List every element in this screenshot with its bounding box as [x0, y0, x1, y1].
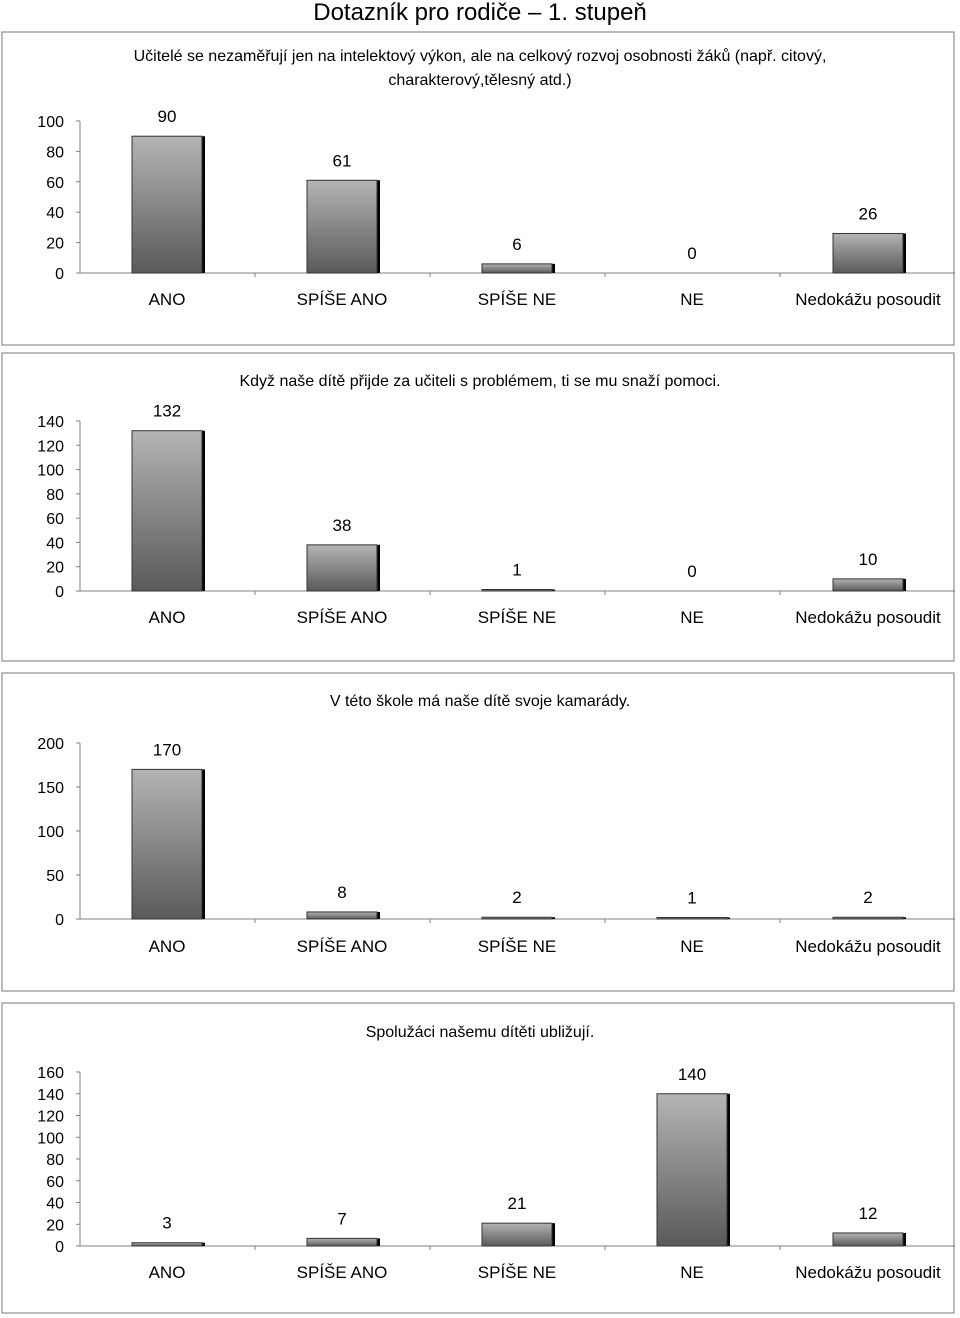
chart-1: Učitelé se nezaměřují jen na intelektový… — [1, 31, 955, 346]
value-label: 10 — [859, 550, 878, 569]
bar — [832, 916, 904, 920]
y-tick-label: 120 — [37, 1109, 64, 1126]
bar — [131, 135, 203, 274]
chart-title: Učitelé se nezaměřují jen na intelektový… — [134, 47, 827, 65]
value-label: 132 — [153, 402, 181, 421]
category-label: Nedokážu posoudit — [795, 937, 941, 956]
bar — [306, 911, 378, 920]
value-label: 38 — [333, 516, 352, 535]
bar — [656, 1093, 728, 1247]
value-label: 8 — [337, 883, 346, 902]
y-tick-label: 0 — [55, 266, 64, 283]
value-label: 140 — [678, 1065, 706, 1084]
chart-4: Spolužáci našemu dítěti ubližují. 0 20 40 60… — [1, 1002, 955, 1314]
value-label: 3 — [162, 1214, 171, 1233]
y-tick-label: 100 — [37, 114, 64, 131]
value-label: 0 — [687, 562, 696, 581]
value-label: 170 — [153, 740, 181, 759]
bar — [832, 1232, 904, 1247]
chart-title-line2: charakterový,tělesný atd.) — [388, 72, 571, 89]
y-tick-label: 40 — [46, 535, 64, 552]
y-tick-label: 40 — [46, 205, 64, 222]
bar — [131, 430, 203, 592]
chart-title: Spolužáci našemu dítěti ubližují. — [366, 1024, 595, 1041]
category-label: SPÍŠE ANO — [297, 937, 388, 956]
value-label: 12 — [859, 1204, 878, 1223]
chart-title: V této škole má naše dítě svoje kamarády… — [330, 693, 630, 710]
value-label: 1 — [512, 561, 521, 580]
category-label: NE — [680, 937, 704, 956]
y-tick-label: 0 — [55, 1239, 64, 1256]
category-label: SPÍŠE ANO — [297, 608, 388, 627]
category-label: Nedokážu posoudit — [795, 1263, 941, 1282]
y-tick-label: 150 — [37, 780, 64, 797]
category-label: SPÍŠE ANO — [297, 290, 388, 309]
bar — [832, 232, 904, 274]
bar — [832, 578, 904, 592]
category-label: Nedokážu posoudit — [795, 290, 941, 309]
y-tick-label: 0 — [55, 912, 64, 929]
value-label: 1 — [687, 889, 696, 908]
bar — [481, 263, 553, 274]
chart-3: V této škole má naše dítě svoje kamarády… — [1, 672, 955, 992]
category-label: SPÍŠE NE — [478, 290, 556, 309]
y-tick-label: 100 — [37, 824, 64, 841]
y-tick-label: 140 — [37, 1087, 64, 1104]
y-tick-label: 20 — [46, 236, 64, 253]
category-label: SPÍŠE NE — [478, 937, 556, 956]
value-label: 26 — [859, 204, 878, 223]
category-label: SPÍŠE NE — [478, 1263, 556, 1282]
category-label: NE — [680, 608, 704, 627]
y-tick-label: 60 — [46, 511, 64, 528]
y-tick-label: 200 — [37, 736, 64, 753]
bar — [481, 589, 553, 592]
y-tick-label: 60 — [46, 175, 64, 192]
category-label: NE — [680, 290, 704, 309]
y-tick-label: 120 — [37, 438, 64, 455]
category-label: ANO — [149, 937, 186, 956]
category-label: SPÍŠE NE — [478, 608, 556, 627]
category-label: SPÍŠE ANO — [297, 1263, 388, 1282]
y-tick-label: 60 — [46, 1174, 64, 1191]
value-label: 21 — [508, 1194, 527, 1213]
bar — [481, 916, 553, 920]
y-tick-label: 140 — [37, 414, 64, 431]
y-tick-label: 80 — [46, 1152, 64, 1169]
bar — [306, 179, 378, 274]
chart-2: Když naše dítě přijde za učiteli s probl… — [1, 352, 955, 662]
value-label: 2 — [512, 888, 521, 907]
value-label: 2 — [863, 888, 872, 907]
y-tick-label: 40 — [46, 1196, 64, 1213]
y-tick-label: 160 — [37, 1065, 64, 1082]
y-tick-label: 20 — [46, 560, 64, 577]
value-label: 61 — [333, 151, 352, 170]
bar — [306, 1237, 378, 1247]
value-label: 7 — [337, 1209, 346, 1228]
bar — [131, 768, 203, 920]
y-tick-label: 0 — [55, 584, 64, 601]
bar — [656, 917, 728, 920]
y-tick-label: 100 — [37, 1130, 64, 1147]
y-tick-label: 100 — [37, 463, 64, 480]
bar — [306, 544, 378, 592]
category-label: NE — [680, 1263, 704, 1282]
value-label: 0 — [687, 244, 696, 263]
chart-frame — [1, 1002, 955, 1314]
category-label: ANO — [149, 290, 186, 309]
category-label: Nedokážu posoudit — [795, 608, 941, 627]
category-label: ANO — [149, 1263, 186, 1282]
y-tick-label: 20 — [46, 1217, 64, 1234]
y-tick-label: 80 — [46, 487, 64, 504]
chart-title: Když naše dítě přijde za učiteli s probl… — [239, 373, 720, 390]
bar — [481, 1222, 553, 1247]
y-tick-label: 50 — [46, 868, 64, 885]
page-title: Dotazník pro rodiče – 1. stupeň — [313, 0, 647, 26]
value-label: 6 — [512, 235, 521, 254]
category-label: ANO — [149, 608, 186, 627]
value-label: 90 — [158, 107, 177, 126]
y-tick-label: 80 — [46, 144, 64, 161]
bar — [131, 1242, 203, 1247]
